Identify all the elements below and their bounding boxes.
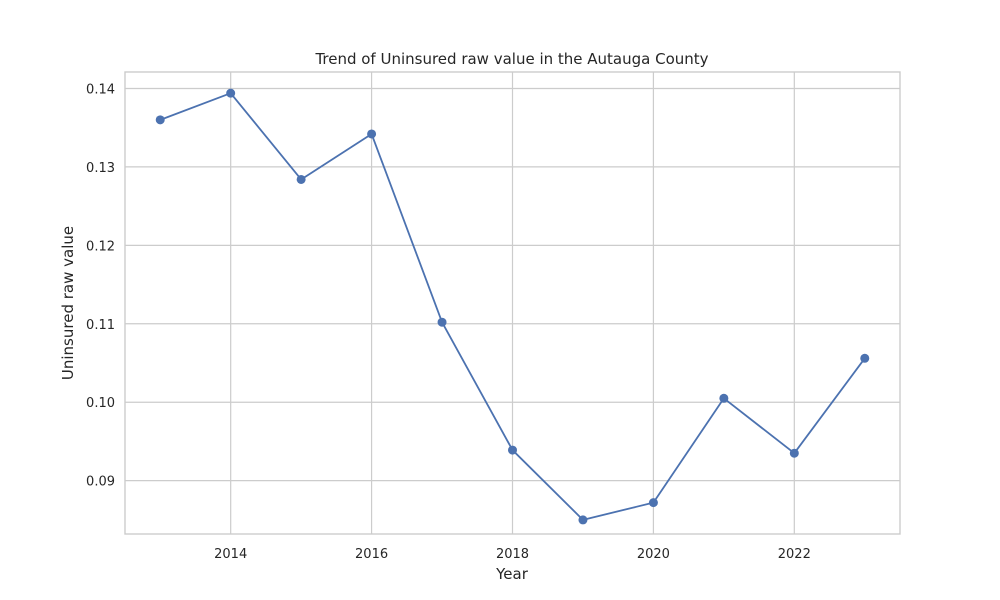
y-tick-label: 0.14 [86, 82, 115, 97]
plot-frame [124, 71, 901, 535]
data-point [508, 445, 517, 455]
y-tick-label: 0.13 [86, 161, 115, 176]
tick-labels: 2014 2016 2018 2020 2022 0.09 0.10 0.11 0.12 0.13… [86, 82, 811, 562]
series-group [155, 88, 870, 525]
x-axis-label: Year [495, 565, 529, 583]
chart-title: Trend of Uninsured raw value in the Auta… [314, 50, 708, 68]
data-point [226, 88, 236, 98]
x-tick-label: 2022 [778, 547, 811, 562]
y-tick-label: 0.10 [86, 396, 115, 411]
x-tick-label: 2018 [496, 547, 529, 562]
y-axis-label: Uninsured raw value [59, 226, 77, 380]
y-tick-label: 0.11 [86, 318, 115, 333]
data-point [578, 515, 588, 525]
x-tick-label: 2020 [637, 547, 670, 562]
data-point [860, 353, 870, 363]
data-point [719, 393, 729, 403]
data-point [648, 498, 658, 508]
x-tick-label: 2016 [355, 547, 388, 562]
x-tick-label: 2014 [214, 547, 247, 562]
grid-lines [125, 72, 900, 534]
y-tick-label: 0.09 [86, 475, 115, 490]
data-point [437, 317, 447, 327]
y-tick-label: 0.12 [86, 239, 115, 254]
data-point [296, 174, 306, 184]
data-point [155, 115, 165, 125]
data-point [789, 448, 799, 458]
data-point [367, 129, 377, 139]
